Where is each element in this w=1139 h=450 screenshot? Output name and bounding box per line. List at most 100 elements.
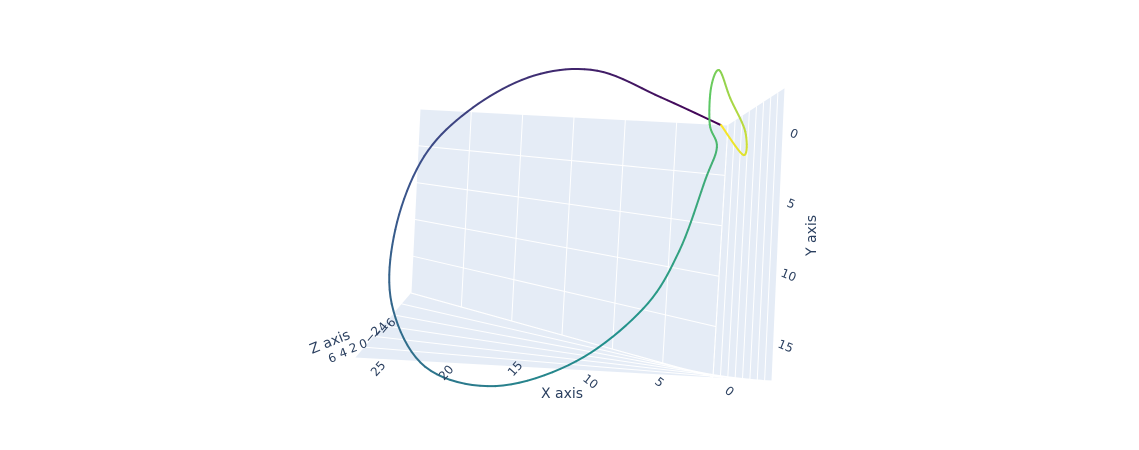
floor-grid-line — [392, 314, 733, 379]
back-grid-line — [416, 182, 723, 227]
floor-grid-line — [410, 292, 714, 378]
trajectory-segment — [508, 81, 517, 87]
trajectory-segment — [495, 87, 504, 94]
z-tick-label: 0 — [357, 336, 369, 352]
yz-side-pane — [713, 88, 785, 381]
floor-grid-line — [364, 346, 763, 381]
back-grid-line — [662, 122, 678, 364]
trajectory-segment — [390, 302, 395, 312]
trajectory-segment — [466, 106, 474, 113]
trajectory-segment — [396, 323, 402, 333]
trajectory-segment — [392, 228, 397, 238]
trajectory-segment — [602, 71, 611, 76]
y-axis-title: Y axis — [804, 215, 820, 257]
trajectory-segment — [651, 291, 658, 299]
trajectory-segment — [660, 96, 669, 102]
trajectory-segment — [678, 243, 684, 253]
trajectory-segment — [408, 175, 415, 185]
trajectory-segment — [647, 90, 656, 96]
trajectory-segment — [695, 197, 700, 207]
side-grid-line — [719, 120, 736, 378]
trajectory-segment — [456, 381, 466, 385]
trajectory-segment — [489, 91, 498, 97]
trajectory-segment — [647, 296, 654, 304]
trajectory-segment — [414, 356, 422, 364]
trajectory-segment — [694, 111, 703, 118]
trajectory-segment — [589, 346, 600, 354]
trajectory-segment — [518, 379, 529, 384]
trajectory-segment — [419, 155, 426, 164]
trajectory-segment — [642, 301, 650, 310]
trajectory-segment — [589, 68, 599, 72]
trajectory-segment — [662, 274, 669, 283]
trajectory-segment — [681, 236, 687, 246]
x-tick-label: 25 — [368, 358, 389, 379]
trajectory-segment — [684, 228, 690, 239]
trajectory-segment — [394, 316, 399, 326]
x-tick-label: 5 — [652, 374, 667, 390]
y-tick-label: 0 — [788, 126, 800, 142]
trajectory-segment — [520, 76, 530, 81]
trajectory-segment — [509, 381, 521, 386]
trajectory-segment — [611, 330, 621, 338]
trajectory-segment — [608, 73, 618, 78]
trajectory-segment — [440, 128, 448, 136]
trajectory-segment — [659, 280, 665, 288]
side-grid-line — [764, 92, 779, 381]
back-grid-line — [561, 116, 575, 336]
trajectory-segment — [442, 376, 452, 381]
trajectory-segment — [471, 102, 480, 109]
back-grid-line — [414, 218, 720, 277]
trajectory-segment — [429, 369, 438, 376]
trajectory-segment — [389, 251, 393, 261]
trajectory-segment — [552, 69, 561, 73]
trajectory-segment — [526, 377, 537, 382]
trajectory-segment — [412, 168, 418, 178]
trajectory-segment — [700, 183, 705, 193]
xz-floor-pane — [355, 293, 772, 381]
trajectory-segment — [410, 350, 417, 359]
back-grid-line — [611, 119, 626, 350]
trajectory-segment — [575, 356, 585, 363]
trajectory-segment — [391, 235, 395, 246]
floor-grid-line — [382, 325, 743, 380]
x-tick-label: 0 — [722, 383, 737, 399]
trajectory-segment — [514, 78, 523, 84]
trajectory-segment — [494, 384, 504, 388]
y-tick-label: 10 — [779, 266, 798, 285]
trajectory-segment — [567, 360, 578, 367]
trajectory-segment — [399, 330, 405, 340]
x-axis-title: X axis — [541, 386, 583, 402]
trajectory-segment — [618, 324, 627, 333]
trajectory-segment — [680, 105, 690, 111]
trajectory-segment — [477, 98, 486, 105]
trajectory-segment — [405, 182, 411, 193]
side-grid-line — [749, 101, 765, 380]
z-tick-label: 4 — [337, 345, 349, 361]
floor-grid-line — [354, 357, 773, 382]
trajectory-segment — [427, 143, 434, 152]
trajectory-segment — [624, 318, 634, 327]
back-grid-line — [418, 145, 726, 176]
trajectory-segment — [690, 212, 695, 223]
side-grid-line — [712, 124, 729, 378]
trajectory-segment — [455, 115, 463, 122]
trajectory-segment — [615, 75, 624, 81]
trajectory-segment — [559, 364, 570, 370]
side-grid-line — [734, 111, 750, 379]
trajectory-segment — [400, 197, 406, 208]
trajectory-segment — [501, 84, 511, 90]
trajectory-segment — [463, 382, 474, 386]
trajectory-segment — [700, 115, 709, 120]
trajectory-segment — [533, 72, 542, 77]
trajectory-segment — [392, 309, 397, 319]
trajectory-segment — [543, 371, 554, 377]
trajectory-segment — [449, 378, 459, 384]
trajectory-segment — [527, 74, 536, 79]
trajectory-segment — [388, 258, 392, 269]
trajectory-segment — [406, 344, 413, 353]
trajectory-segment — [641, 87, 650, 93]
trajectory-segment — [675, 250, 681, 259]
floor-grid-line — [401, 303, 723, 379]
